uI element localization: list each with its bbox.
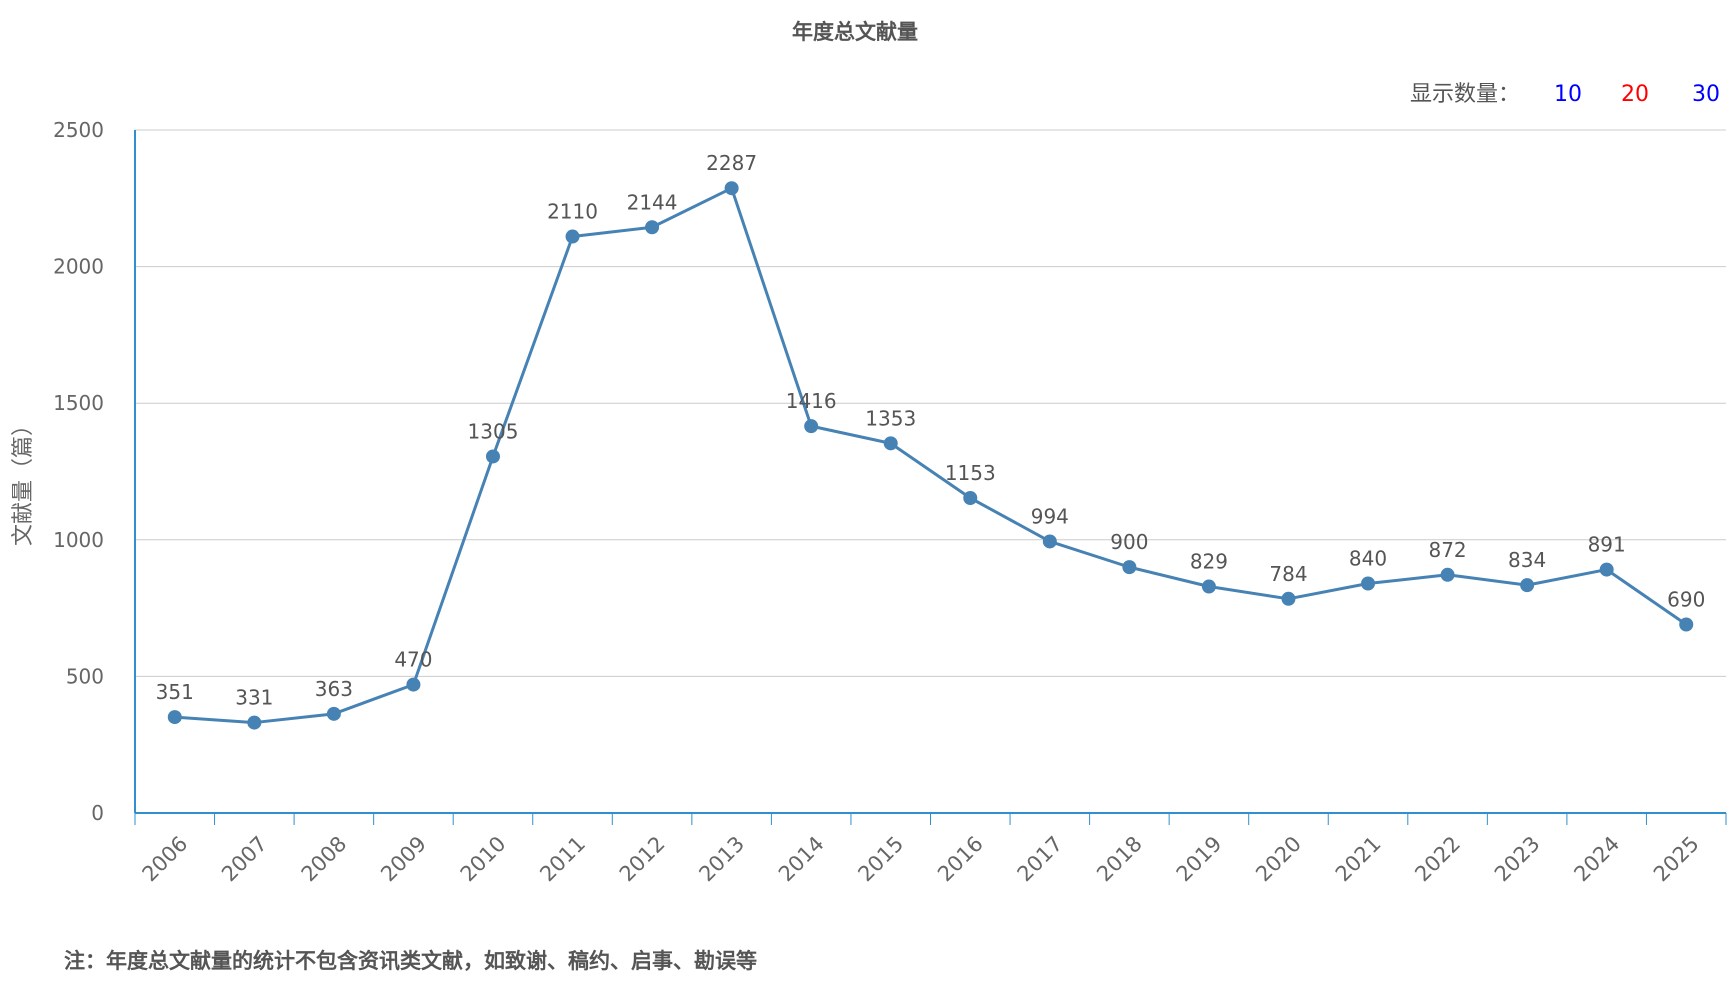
x-tick-label: 2022 (1410, 832, 1465, 887)
data-point[interactable] (1122, 560, 1137, 575)
data-point[interactable] (1201, 579, 1216, 594)
data-label: 351 (156, 680, 194, 704)
data-label: 1416 (786, 389, 837, 413)
x-tick-label: 2008 (297, 832, 352, 887)
data-point[interactable] (724, 181, 739, 196)
x-tick-label: 2025 (1649, 832, 1704, 887)
grid-lines (135, 129, 1726, 677)
display-count-option-20[interactable]: 20 (1621, 82, 1649, 107)
data-point[interactable] (804, 419, 819, 434)
series-line (174, 186, 1688, 725)
data-point[interactable] (645, 220, 660, 235)
y-axis-title: 文献量（篇） (11, 414, 36, 546)
data-point[interactable] (963, 491, 978, 506)
data-point[interactable] (1361, 576, 1376, 591)
data-point[interactable] (406, 677, 421, 692)
x-tick-label: 2016 (933, 832, 988, 887)
x-tick-label: 2006 (138, 832, 193, 887)
data-label: 1153 (945, 461, 996, 485)
data-label: 784 (1269, 562, 1307, 586)
display-count-selector: 显示数量： 10 20 30 (1410, 82, 1720, 107)
data-label: 1305 (468, 419, 519, 443)
x-tick-label: 2017 (1013, 832, 1068, 887)
data-point[interactable] (247, 715, 262, 730)
x-tick-label: 2010 (456, 832, 511, 887)
y-tick-labels: 0 500 1000 1500 2000 2500 (53, 118, 104, 825)
x-tick-label: 2018 (1092, 832, 1147, 887)
data-point[interactable] (1440, 567, 1455, 582)
y-tick-label: 500 (66, 664, 104, 688)
data-label: 470 (394, 648, 432, 672)
data-point[interactable] (1042, 534, 1057, 549)
data-label: 2110 (547, 200, 598, 224)
data-point[interactable] (485, 449, 500, 464)
x-tick-label: 2021 (1331, 832, 1386, 887)
data-label: 840 (1349, 547, 1387, 571)
data-label: 829 (1190, 550, 1228, 574)
data-label: 331 (235, 686, 273, 710)
data-label: 872 (1428, 538, 1466, 562)
y-tick-label: 1500 (53, 391, 104, 415)
data-label: 690 (1667, 587, 1705, 611)
x-tick-label: 2007 (217, 832, 272, 887)
data-label: 2144 (627, 190, 678, 214)
x-tick-label: 2013 (694, 832, 749, 887)
data-label: 891 (1588, 533, 1626, 557)
data-label: 994 (1031, 504, 1069, 528)
y-tick-label: 2000 (53, 255, 104, 279)
data-point[interactable] (565, 229, 580, 244)
x-tick-label: 2024 (1569, 832, 1624, 887)
data-point[interactable] (326, 706, 341, 721)
x-tick-label: 2020 (1251, 832, 1306, 887)
data-label: 900 (1110, 530, 1148, 554)
data-label: 834 (1508, 548, 1546, 572)
axes (134, 130, 1727, 825)
data-series (167, 181, 1694, 730)
data-point[interactable] (1281, 591, 1296, 606)
data-label: 1353 (865, 406, 916, 430)
display-count-label: 显示数量： (1410, 82, 1520, 107)
display-count-option-10[interactable]: 10 (1554, 82, 1582, 107)
display-count-option-30[interactable]: 30 (1692, 82, 1720, 107)
chart-title: 年度总文献量 (792, 20, 918, 44)
data-label: 363 (315, 677, 353, 701)
x-tick-label: 2009 (376, 832, 431, 887)
data-point[interactable] (883, 436, 898, 451)
data-point[interactable] (1599, 562, 1614, 577)
y-tick-label: 1000 (53, 528, 104, 552)
data-labels: 351 331 363 470 1305 2110 2144 2287 1416 1353 1153… (156, 151, 1706, 709)
x-tick-labels: 2006 2007 2008 2009 2010 2011 2012 2013 2014 2015… (138, 832, 1704, 887)
y-tick-label: 2500 (53, 118, 104, 142)
data-point[interactable] (1679, 617, 1694, 632)
footnote: 注：年度总文献量的统计不包含资讯类文献，如致谢、稿约、启事、勘误等 (64, 949, 757, 973)
data-point[interactable] (1520, 578, 1535, 593)
y-tick-label: 0 (91, 801, 104, 825)
x-tick-label: 2011 (535, 832, 590, 887)
data-label: 2287 (706, 151, 757, 175)
x-tick-label: 2015 (853, 832, 908, 887)
x-tick-label: 2012 (615, 832, 670, 887)
x-tick-label: 2023 (1490, 832, 1545, 887)
data-point[interactable] (167, 710, 182, 725)
x-tick-label: 2019 (1172, 832, 1227, 887)
x-tick-label: 2014 (774, 832, 829, 887)
